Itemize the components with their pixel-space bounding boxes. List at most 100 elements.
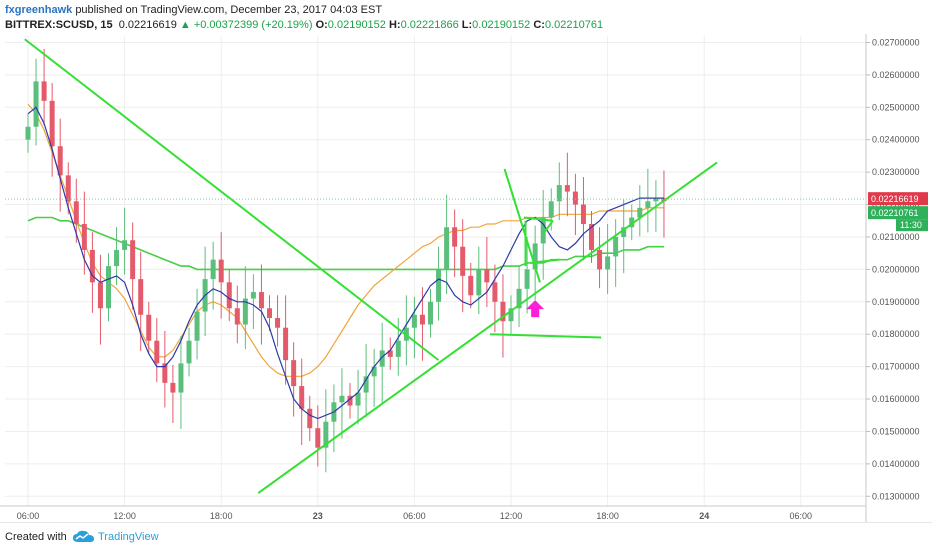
candle-body bbox=[25, 126, 31, 140]
candle-body bbox=[162, 363, 168, 383]
candle-body bbox=[564, 185, 570, 192]
price-tick-label: 0.01700000 bbox=[872, 362, 920, 372]
candle-body bbox=[234, 308, 240, 325]
price-tick-label: 0.02700000 bbox=[872, 37, 920, 47]
candle-body bbox=[444, 227, 450, 270]
candle-body bbox=[186, 340, 192, 364]
candle-body bbox=[548, 201, 554, 218]
tradingview-brand[interactable]: TradingView bbox=[98, 531, 159, 543]
tradingview-cloud-icon bbox=[73, 530, 94, 542]
time-tick-label: 12:00 bbox=[500, 511, 523, 521]
candle-body bbox=[645, 201, 651, 208]
price-chart[interactable]: 0.02700000 0.02600000 0.02500000 0.02400000… bbox=[0, 34, 932, 522]
close-value: 0.02210761 bbox=[544, 19, 604, 31]
low-value: 0.02190152 bbox=[472, 19, 531, 31]
candle-body bbox=[130, 240, 136, 280]
candle-body bbox=[49, 100, 55, 147]
countdown-badge-label: 11:30 bbox=[900, 220, 922, 230]
candle-body bbox=[460, 246, 466, 276]
candle-body bbox=[339, 395, 345, 403]
time-axis[interactable]: 06:00 12:00 18:00 23 06:00 12:00 18:00 24 06:00 bbox=[0, 505, 866, 521]
low-label: L: bbox=[461, 19, 473, 31]
candle-body bbox=[178, 363, 184, 393]
candle-body bbox=[323, 421, 329, 448]
candle-body bbox=[572, 191, 578, 205]
candle-body bbox=[250, 292, 256, 299]
close-price-badge-label: 0.02210761 bbox=[871, 208, 919, 218]
candle-body bbox=[194, 311, 200, 341]
up-arrow-icon bbox=[526, 300, 545, 318]
candle-body bbox=[291, 360, 297, 387]
trend-line bbox=[24, 38, 440, 361]
trend-line bbox=[490, 333, 602, 339]
chart-header: fxgreenhawk published on TradingView.com… bbox=[0, 0, 932, 34]
candle-body bbox=[57, 146, 63, 176]
candle-body bbox=[97, 282, 103, 309]
candle-body bbox=[122, 240, 128, 250]
trend-line bbox=[542, 220, 554, 235]
candle-body bbox=[605, 256, 611, 270]
candle-body bbox=[452, 227, 458, 247]
last-price-badge bbox=[868, 192, 928, 206]
candle-body bbox=[613, 236, 619, 257]
countdown-badge bbox=[896, 219, 928, 232]
time-tick-label: 06:00 bbox=[790, 511, 813, 521]
candle-body bbox=[371, 366, 377, 377]
price-tick-label: 0.01500000 bbox=[872, 426, 920, 436]
candle-body bbox=[307, 408, 313, 429]
price-tick-label: 0.01800000 bbox=[872, 329, 920, 339]
candle-body bbox=[508, 308, 514, 322]
candle-body bbox=[114, 249, 120, 267]
candle-body bbox=[411, 314, 417, 328]
candle-body bbox=[210, 259, 216, 280]
candle-body bbox=[299, 386, 305, 409]
price-tick-label: 0.01300000 bbox=[872, 491, 920, 501]
ma-fast-path bbox=[27, 106, 664, 420]
author-link[interactable]: fxgreenhawk bbox=[5, 4, 73, 16]
candle-body bbox=[106, 266, 111, 309]
price-tick-label: 0.02400000 bbox=[872, 135, 920, 145]
trend-drawings bbox=[24, 38, 718, 494]
published-text: published on TradingView.com, December 2… bbox=[75, 4, 383, 16]
candle-body bbox=[597, 249, 603, 270]
candle-body bbox=[355, 392, 361, 406]
candle-body bbox=[138, 279, 144, 315]
candle-body bbox=[516, 288, 522, 309]
ohlc-line: BITTREX:SCUSD, 15 0.02216619 ▲ +0.003723… bbox=[5, 18, 603, 32]
candle-body bbox=[379, 350, 385, 367]
time-tick-label: 06:00 bbox=[403, 511, 426, 521]
candle-body bbox=[428, 301, 433, 325]
candle-body bbox=[468, 275, 474, 296]
time-tick-label: 12:00 bbox=[113, 511, 136, 521]
candle-body bbox=[492, 282, 498, 302]
close-price-badge bbox=[868, 206, 928, 220]
price-tick-label: 0.02300000 bbox=[872, 167, 920, 177]
candle-body bbox=[226, 282, 232, 309]
candle-body bbox=[637, 207, 643, 218]
candle-body bbox=[218, 259, 224, 283]
open-value: 0.02190152 bbox=[327, 19, 386, 31]
candle-body bbox=[653, 198, 659, 202]
candle-body bbox=[524, 269, 530, 289]
candle-body bbox=[258, 292, 264, 309]
trend-line bbox=[257, 161, 718, 494]
candle-body bbox=[532, 243, 538, 270]
candle-body bbox=[500, 301, 506, 322]
close-label: C: bbox=[533, 19, 545, 31]
candle-body bbox=[283, 327, 289, 361]
time-tick-label: 18:00 bbox=[596, 511, 619, 521]
candle-body bbox=[89, 249, 95, 283]
candle-body bbox=[621, 227, 627, 237]
candle-body bbox=[81, 224, 87, 250]
price-tick-label: 0.02100000 bbox=[872, 232, 920, 242]
candle-body bbox=[395, 340, 401, 357]
candle-body bbox=[476, 269, 482, 296]
price-tick-label: 0.02600000 bbox=[872, 70, 920, 80]
open-label: O: bbox=[315, 19, 328, 31]
candle-body bbox=[556, 185, 562, 202]
candle-body bbox=[387, 350, 393, 357]
price-tick-label: 0.02500000 bbox=[872, 102, 920, 112]
candle-body bbox=[242, 298, 248, 325]
candle-body bbox=[347, 395, 353, 406]
candle-body bbox=[315, 428, 321, 448]
